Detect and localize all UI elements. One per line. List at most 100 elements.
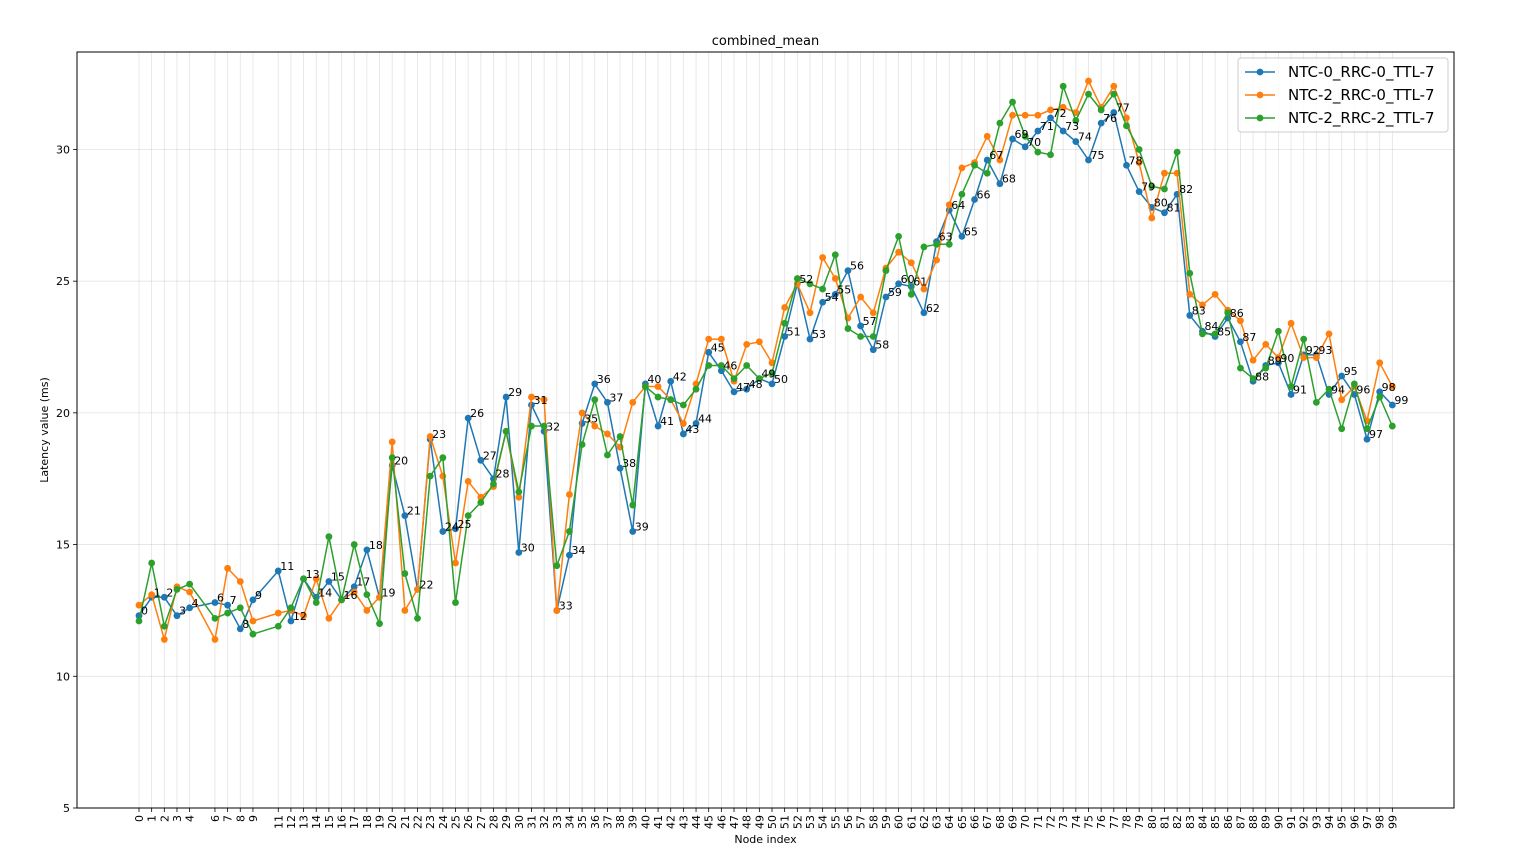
x-tick: 25: [450, 808, 463, 829]
x-tick-label: 45: [703, 815, 716, 829]
data-point: [983, 156, 991, 164]
data-point: [844, 267, 852, 275]
data-point: [363, 546, 371, 554]
x-tick: 84: [1196, 808, 1209, 829]
x-tick: 95: [1336, 808, 1349, 829]
x-tick: 32: [538, 808, 551, 829]
x-tick-label: 28: [487, 815, 500, 829]
data-point: [831, 275, 839, 282]
x-tick: 44: [690, 808, 703, 829]
x-tick-label: 77: [1108, 815, 1121, 829]
data-point: [464, 477, 472, 485]
data-point: [920, 309, 928, 317]
data-point: [135, 601, 143, 609]
point-label: 43: [685, 423, 699, 436]
data-point: [629, 398, 637, 406]
series-line: [138, 85, 1393, 635]
x-tick: 62: [918, 808, 931, 829]
y-tick: 10: [56, 670, 77, 683]
x-tick-label: 70: [1019, 815, 1032, 829]
data-point: [224, 564, 232, 572]
data-point: [578, 409, 586, 417]
x-tick: 63: [931, 808, 944, 829]
data-point: [920, 243, 928, 251]
point-label: 47: [736, 381, 750, 394]
x-tick-label: 91: [1285, 815, 1298, 829]
point-label: 23: [432, 428, 446, 441]
point-label: 8: [242, 618, 249, 631]
data-point: [667, 396, 675, 404]
data-point: [996, 119, 1004, 127]
point-label: 91: [1293, 383, 1307, 396]
x-tick-label: 96: [1348, 815, 1361, 829]
data-point: [249, 617, 257, 625]
x-tick-label: 46: [715, 815, 728, 829]
x-tick: 98: [1374, 808, 1387, 829]
point-label: 2: [166, 586, 173, 599]
data-point: [325, 533, 333, 541]
x-tick: 94: [1323, 808, 1336, 829]
x-tick: 1: [146, 808, 159, 822]
data-point: [1009, 98, 1016, 106]
data-point: [553, 607, 561, 614]
point-label: 15: [331, 570, 345, 583]
point-label: 62: [926, 302, 940, 315]
x-tick: 39: [627, 808, 640, 829]
data-point: [1186, 312, 1194, 319]
series-2: [135, 82, 1396, 638]
x-tick: 33: [551, 808, 564, 829]
data-point: [819, 298, 827, 306]
x-tick: 50: [766, 808, 779, 829]
x-tick-label: 4: [184, 815, 197, 822]
y-axis-ticks: 5 10 15 20 25 30: [56, 143, 77, 815]
x-tick-label: 93: [1310, 815, 1323, 829]
x-tick-label: 36: [589, 815, 602, 829]
point-label: 82: [1179, 183, 1193, 196]
legend-entries: NTC-0_RRC-0_TTL-7 NTC-2_RRC-0_TTL-7 NTC-2_…: [1245, 63, 1435, 128]
x-tick-label: 92: [1298, 815, 1311, 829]
point-label: 55: [837, 283, 851, 296]
data-point: [148, 591, 156, 599]
data-point: [363, 607, 371, 614]
x-tick-label: 11: [272, 815, 285, 829]
data-point: [604, 398, 611, 406]
x-tick-label: 82: [1171, 815, 1184, 829]
x-axis-ticks: 0 1 2 3 4 6 7 8 9 11 12 13 14 15 16 17 18 19 20 21 22 23 24 25 2…: [133, 808, 1399, 829]
x-tick: 7: [222, 808, 235, 822]
point-label: 96: [1356, 383, 1370, 396]
data-point: [654, 393, 662, 401]
data-point: [376, 620, 383, 628]
data-point: [528, 422, 535, 430]
x-tick: 58: [867, 808, 880, 829]
x-tick: 49: [753, 808, 766, 829]
x-tick: 83: [1184, 808, 1197, 829]
data-point: [679, 420, 687, 427]
data-point: [996, 180, 1004, 188]
data-point: [743, 362, 751, 369]
x-tick-label: 20: [386, 815, 399, 829]
legend-label: NTC-2_RRC-2_TTL-7: [1288, 109, 1435, 128]
data-point: [971, 196, 978, 203]
data-point: [540, 422, 548, 430]
data-point: [528, 393, 535, 401]
data-point: [566, 491, 573, 498]
data-point: [1338, 372, 1346, 380]
point-label: 63: [939, 231, 953, 244]
x-tick: 9: [247, 808, 260, 822]
x-tick: 26: [462, 808, 475, 829]
point-label: 75: [1091, 149, 1105, 162]
x-tick: 34: [563, 808, 576, 829]
x-tick-label: 44: [690, 815, 703, 829]
x-tick: 97: [1361, 808, 1374, 829]
x-tick-label: 29: [500, 815, 513, 829]
point-label: 89: [1268, 354, 1282, 367]
data-point: [477, 456, 485, 464]
data-point: [604, 430, 611, 438]
y-tick-label: 10: [56, 670, 70, 683]
data-point: [553, 562, 561, 570]
data-point: [312, 575, 320, 583]
data-point: [882, 293, 890, 301]
data-point: [1312, 354, 1320, 361]
data-point: [350, 583, 358, 591]
data-point: [1275, 327, 1282, 335]
